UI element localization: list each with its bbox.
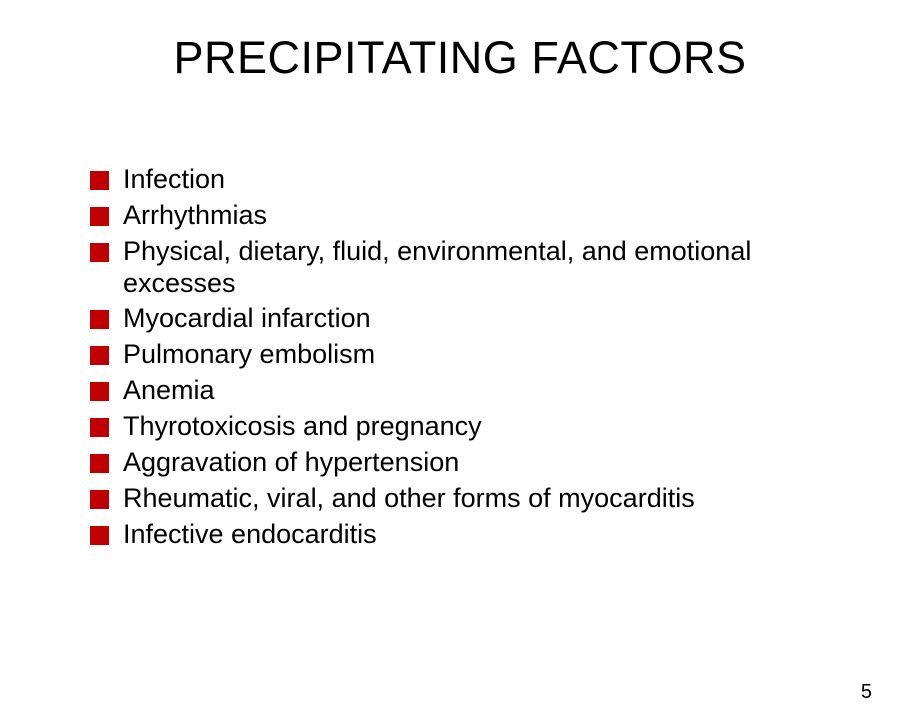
bullet-text: Thyrotoxicosis and pregnancy xyxy=(123,411,482,443)
square-bullet-icon xyxy=(90,310,109,329)
bullet-item: Aggravation of hypertension xyxy=(90,447,840,479)
square-bullet-icon xyxy=(90,382,109,401)
bullet-text: Infective endocarditis xyxy=(123,519,377,551)
bullet-text: Pulmonary embolism xyxy=(123,339,375,371)
bullet-item: Rheumatic, viral, and other forms of myo… xyxy=(90,483,840,515)
bullet-text: Rheumatic, viral, and other forms of myo… xyxy=(123,483,695,515)
square-bullet-icon xyxy=(90,526,109,545)
bullet-text: Anemia xyxy=(123,375,215,407)
bullet-item: Myocardial infarction xyxy=(90,303,840,335)
bullet-text: Myocardial infarction xyxy=(123,303,371,335)
page-number: 5 xyxy=(861,681,872,704)
square-bullet-icon xyxy=(90,490,109,509)
square-bullet-icon xyxy=(90,418,109,437)
bullet-item: Thyrotoxicosis and pregnancy xyxy=(90,411,840,443)
bullet-item: Pulmonary embolism xyxy=(90,339,840,371)
square-bullet-icon xyxy=(90,207,109,226)
bullet-item: Physical, dietary, fluid, environmental,… xyxy=(90,236,840,300)
bullet-item: Anemia xyxy=(90,375,840,407)
bullet-item: Arrhythmias xyxy=(90,200,840,232)
bullet-item: Infection xyxy=(90,164,840,196)
bullet-text: Infection xyxy=(123,164,225,196)
square-bullet-icon xyxy=(90,454,109,473)
bullet-text: Aggravation of hypertension xyxy=(123,447,459,479)
square-bullet-icon xyxy=(90,243,109,262)
bullet-list: Infection Arrhythmias Physical, dietary,… xyxy=(90,164,840,550)
square-bullet-icon xyxy=(90,346,109,365)
slide-title: PRECIPITATING FACTORS xyxy=(0,32,920,84)
bullet-item: Infective endocarditis xyxy=(90,519,840,551)
bullet-text: Physical, dietary, fluid, environmental,… xyxy=(123,236,840,300)
square-bullet-icon xyxy=(90,171,109,190)
bullet-text: Arrhythmias xyxy=(123,200,267,232)
